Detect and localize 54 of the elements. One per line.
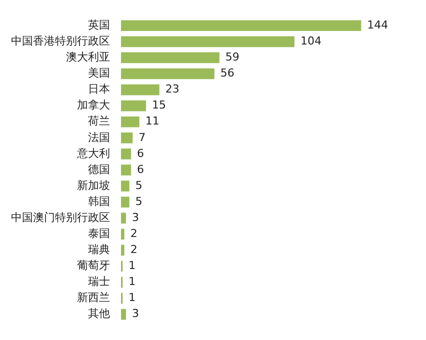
data-label: 1	[128, 291, 136, 304]
bar	[121, 132, 133, 144]
y-tick-label: 瑞典	[88, 243, 110, 256]
bar	[121, 36, 294, 48]
bar	[121, 20, 362, 32]
y-tick-label: 中国澳门特别行政区	[11, 210, 110, 224]
y-tick-label: 泰国	[88, 227, 110, 240]
y-tick-label: 意大利	[76, 146, 110, 160]
data-label: 23	[165, 82, 180, 96]
data-label: 59	[225, 50, 240, 64]
y-tick-label: 新西兰	[77, 291, 110, 304]
y-tick-label: 法国	[88, 130, 110, 144]
bar	[121, 180, 130, 192]
data-label: 11	[145, 114, 160, 128]
bar	[121, 228, 124, 240]
y-tick-label: 瑞士	[88, 275, 110, 288]
data-label: 6	[137, 162, 144, 176]
y-tick-label: 葡萄牙	[77, 259, 110, 272]
y-tick-label: 美国	[88, 66, 110, 80]
bar	[121, 52, 220, 64]
bar	[121, 164, 132, 176]
data-label: 2	[130, 227, 138, 240]
bar	[121, 308, 126, 320]
data-label: 2	[130, 243, 138, 256]
data-label: 144	[367, 18, 388, 32]
y-tick-label: 英国	[88, 18, 110, 32]
y-tick-label: 加拿大	[77, 98, 110, 112]
y-tick-label: 德国	[88, 162, 110, 176]
bar	[121, 148, 132, 160]
data-label: 3	[132, 210, 140, 224]
y-tick-label: 新加坡	[77, 178, 110, 192]
bar	[121, 212, 126, 224]
data-label: 5	[135, 178, 142, 192]
data-label: 3	[132, 307, 140, 320]
bar	[121, 116, 140, 128]
y-tick-label: 韩国	[88, 194, 110, 208]
bar	[121, 68, 214, 80]
bar	[121, 84, 160, 96]
data-label: 15	[152, 98, 166, 112]
data-label: 104	[300, 34, 322, 48]
y-tick-label: 澳大利亚	[66, 50, 110, 64]
bar	[121, 244, 124, 256]
bar	[121, 100, 146, 112]
y-tick-label: 其他	[88, 307, 110, 320]
y-tick-label: 荷兰	[88, 114, 110, 128]
data-label: 1	[128, 259, 136, 272]
data-label: 6	[137, 146, 144, 160]
data-label: 1	[128, 275, 136, 288]
y-tick-label: 中国香港特别行政区	[11, 34, 110, 48]
y-tick-label: 日本	[88, 82, 110, 96]
data-label: 56	[220, 66, 234, 80]
bar	[121, 196, 130, 208]
data-label: 5	[135, 194, 142, 208]
data-label: 7	[138, 130, 146, 144]
